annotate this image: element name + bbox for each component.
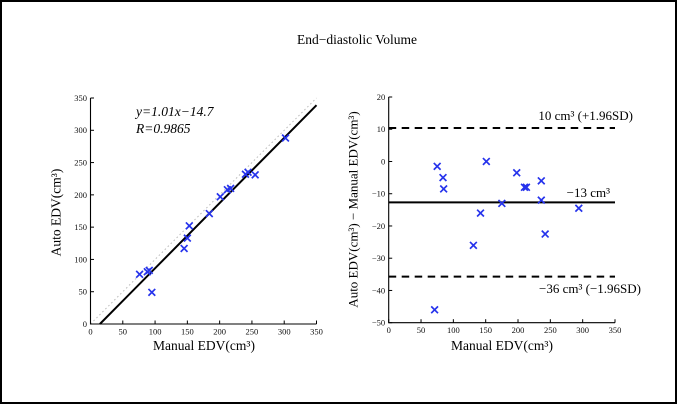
data-point-marker	[522, 183, 531, 192]
data-point-marker	[183, 234, 192, 243]
regression-annotation: y=1.01x−14.7 R=0.9865	[136, 104, 213, 137]
data-point-marker	[497, 199, 506, 208]
x-tick-label: 100	[149, 327, 162, 337]
x-tick-label: 0	[387, 325, 391, 335]
figure-title: End−diastolic Volume	[297, 32, 417, 47]
data-point-marker	[281, 134, 290, 143]
y-tick-label: 20	[377, 92, 386, 102]
data-markers	[430, 157, 583, 314]
y-tick-label: −30	[372, 253, 385, 263]
y-tick-label: −10	[372, 189, 385, 199]
data-point-marker	[476, 209, 485, 218]
x-tick-label: 200	[213, 327, 226, 337]
regression-equation: y=1.01x−14.7	[136, 104, 214, 119]
identity-line	[90, 97, 317, 325]
tick-marks	[90, 97, 317, 325]
data-point-marker	[180, 244, 189, 253]
x-tick-label: 350	[310, 327, 323, 337]
x-tick-label: 150	[181, 327, 194, 337]
y-tick-label: 200	[74, 190, 87, 200]
data-point-marker	[512, 168, 521, 177]
regression-r-value: R=0.9865	[136, 120, 191, 136]
data-point-marker	[541, 230, 550, 239]
data-point-marker	[520, 183, 529, 192]
y-tick-label: 150	[74, 222, 87, 232]
x-tick-label: 0	[88, 327, 92, 337]
x-tick-label: 300	[278, 327, 291, 337]
bland-altman-plot: 0 50 100 150 200 250 300 35020100−10−20−30−40−5…	[372, 92, 621, 335]
data-point-marker	[439, 173, 448, 182]
y-tick-label: 350	[74, 93, 87, 103]
data-point-marker	[251, 170, 260, 179]
y-tick-label: 50	[79, 287, 88, 297]
data-point-marker	[482, 157, 491, 166]
y-tick-label: −40	[372, 285, 385, 295]
data-point-marker	[205, 209, 214, 218]
data-point-marker	[216, 192, 225, 201]
data-point-marker	[135, 270, 144, 279]
y-tick-label: 0	[83, 319, 87, 329]
lower-limit-label: −36 cm³ (−1.96SD)	[539, 281, 641, 296]
x-tick-label: 50	[119, 327, 128, 337]
x-tick-label: 300	[576, 325, 589, 335]
right-x-axis-label: Manual EDV(cm³)	[451, 338, 553, 353]
data-point-marker	[430, 305, 439, 314]
data-point-marker	[537, 196, 546, 205]
linear-regression-plot: 0 50 100 150 200 250 300 350 0 50 100 150 200 250 300 3…	[74, 93, 323, 337]
y-tick-label: −50	[372, 318, 385, 328]
data-point-marker	[244, 168, 253, 177]
y-tick-label: 100	[74, 254, 87, 264]
data-markers	[135, 134, 290, 297]
x-tick-label: 150	[479, 325, 492, 335]
data-point-marker	[469, 241, 478, 250]
right-y-axis-label: Auto EDV(cm³) − Manual EDV(cm³)	[345, 111, 361, 308]
y-tick-label: 10	[377, 124, 386, 134]
y-tick-label: −20	[372, 221, 385, 231]
tick-marks	[388, 96, 616, 324]
x-tick-label: 250	[544, 325, 557, 335]
x-tick-label: 250	[246, 327, 259, 337]
y-tick-label: 300	[74, 125, 87, 135]
left-x-axis-label: Manual EDV(cm³)	[153, 338, 255, 353]
data-point-marker	[439, 184, 448, 193]
data-point-marker	[185, 221, 194, 230]
x-tick-label: 50	[417, 325, 426, 335]
data-point-marker	[574, 204, 583, 213]
x-tick-label: 100	[447, 325, 460, 335]
data-point-marker	[147, 288, 156, 297]
x-tick-label: 200	[512, 325, 525, 335]
data-point-marker	[226, 184, 235, 193]
y-tick-label: 0	[381, 156, 385, 166]
data-point-marker	[145, 266, 154, 275]
tick-labels: 0 50 100 150 200 250 300 350 0 50 100 150 200 250 300 3…	[74, 93, 323, 337]
y-tick-label: 250	[74, 157, 87, 167]
left-y-axis-label: Auto EDV(cm³)	[48, 168, 64, 257]
mean-difference-label: −13 cm³	[566, 185, 610, 200]
x-tick-label: 350	[609, 325, 622, 335]
data-point-marker	[433, 162, 442, 171]
upper-limit-label: 10 cm³ (+1.96SD)	[538, 108, 633, 123]
data-point-marker	[537, 176, 546, 185]
tick-labels: 0 50 100 150 200 250 300 35020100−10−20−30−40−5…	[372, 92, 621, 335]
